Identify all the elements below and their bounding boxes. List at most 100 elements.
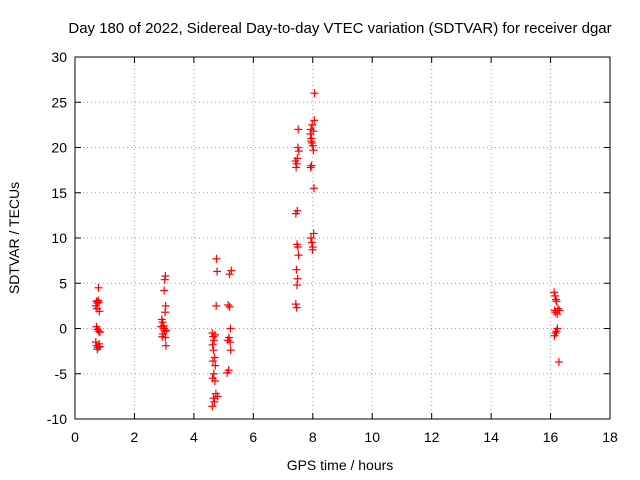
y-tick-label: 30 bbox=[51, 49, 67, 65]
data-point bbox=[292, 303, 301, 312]
chart-title: Day 180 of 2022, Sidereal Day-to-day VTE… bbox=[68, 20, 611, 37]
data-point bbox=[209, 394, 218, 403]
y-tick-label: 0 bbox=[59, 321, 67, 337]
y-tick-label: 5 bbox=[59, 275, 67, 291]
data-point bbox=[226, 346, 235, 355]
data-point bbox=[210, 330, 219, 339]
data-point bbox=[94, 283, 103, 292]
data-point bbox=[294, 251, 303, 260]
data-point bbox=[291, 209, 300, 218]
data-point bbox=[208, 402, 217, 411]
data-point bbox=[550, 288, 559, 297]
data-point bbox=[91, 338, 100, 347]
y-axis-label: SDTVAR / TECUs bbox=[6, 182, 22, 294]
y-tick-label: -10 bbox=[47, 411, 67, 427]
x-tick-label: 14 bbox=[483, 429, 499, 445]
data-point bbox=[160, 286, 169, 295]
data-point bbox=[225, 302, 234, 311]
data-point bbox=[550, 331, 559, 340]
data-point bbox=[225, 270, 234, 279]
x-tick-label: 4 bbox=[190, 429, 198, 445]
x-tick-label: 18 bbox=[602, 429, 618, 445]
data-point bbox=[293, 143, 302, 152]
data-point bbox=[307, 161, 316, 170]
data-point bbox=[94, 298, 103, 307]
x-tick-label: 8 bbox=[309, 429, 317, 445]
x-tick-label: 12 bbox=[424, 429, 440, 445]
data-point bbox=[308, 120, 317, 129]
data-point bbox=[95, 307, 104, 316]
data-point bbox=[308, 245, 317, 254]
data-point bbox=[157, 322, 166, 331]
data-point bbox=[293, 281, 302, 290]
data-point bbox=[310, 89, 319, 98]
data-point bbox=[161, 341, 170, 350]
data-point bbox=[94, 327, 103, 336]
data-point bbox=[293, 243, 302, 252]
data-point bbox=[209, 332, 218, 341]
y-tick-label: 10 bbox=[51, 230, 67, 246]
data-point bbox=[212, 301, 221, 310]
data-point bbox=[306, 163, 315, 172]
data-point bbox=[213, 392, 222, 401]
data-point bbox=[552, 297, 561, 306]
data-point bbox=[227, 266, 236, 275]
data-point bbox=[213, 267, 222, 276]
data-point bbox=[208, 357, 217, 366]
data-point bbox=[211, 361, 220, 370]
data-point bbox=[223, 336, 232, 345]
y-tick-label: 20 bbox=[51, 140, 67, 156]
data-point bbox=[309, 127, 318, 136]
data-point bbox=[161, 333, 170, 342]
data-point bbox=[309, 146, 318, 155]
x-tick-label: 2 bbox=[131, 429, 139, 445]
data-point bbox=[224, 366, 233, 375]
axis-ticks bbox=[74, 56, 611, 420]
x-tick-label: 16 bbox=[543, 429, 559, 445]
data-point bbox=[226, 324, 235, 333]
x-tick-label: 6 bbox=[249, 429, 257, 445]
data-point bbox=[210, 397, 219, 406]
x-tick-label: 0 bbox=[71, 429, 79, 445]
data-point bbox=[294, 125, 303, 134]
data-point bbox=[555, 306, 564, 315]
data-point bbox=[209, 346, 218, 355]
data-point bbox=[210, 376, 219, 385]
data-point bbox=[161, 272, 170, 281]
data-point bbox=[95, 342, 104, 351]
data-point bbox=[552, 327, 561, 336]
data-point bbox=[551, 291, 560, 300]
data-point bbox=[210, 353, 219, 362]
data-point bbox=[292, 265, 301, 274]
data-point bbox=[209, 369, 218, 378]
data-point bbox=[208, 340, 217, 349]
data-point bbox=[554, 357, 563, 366]
x-axis-label: GPS time / hours bbox=[287, 457, 394, 473]
data-point bbox=[292, 163, 301, 172]
data-point bbox=[95, 328, 104, 337]
data-point bbox=[309, 184, 318, 193]
y-tick-label: -5 bbox=[55, 366, 68, 382]
data-point bbox=[553, 304, 562, 313]
y-tick-label: 25 bbox=[51, 94, 67, 110]
data-point bbox=[307, 137, 316, 146]
y-tick-label: 15 bbox=[51, 185, 67, 201]
data-point bbox=[212, 254, 221, 263]
data-point bbox=[162, 326, 171, 335]
data-point bbox=[307, 238, 316, 247]
data-point bbox=[309, 229, 318, 238]
data-point bbox=[224, 300, 233, 309]
data-point bbox=[158, 318, 167, 327]
data-point bbox=[291, 300, 300, 309]
data-points bbox=[91, 89, 564, 411]
data-point bbox=[310, 116, 319, 125]
data-point bbox=[306, 234, 315, 242]
x-tick-label: 10 bbox=[364, 429, 380, 445]
data-point bbox=[161, 308, 170, 317]
x-tick-labels: 0 2 4 6 8 10 12 14 16 18 bbox=[71, 429, 618, 445]
data-point bbox=[294, 147, 303, 156]
data-point bbox=[293, 154, 302, 163]
data-point bbox=[210, 336, 219, 345]
